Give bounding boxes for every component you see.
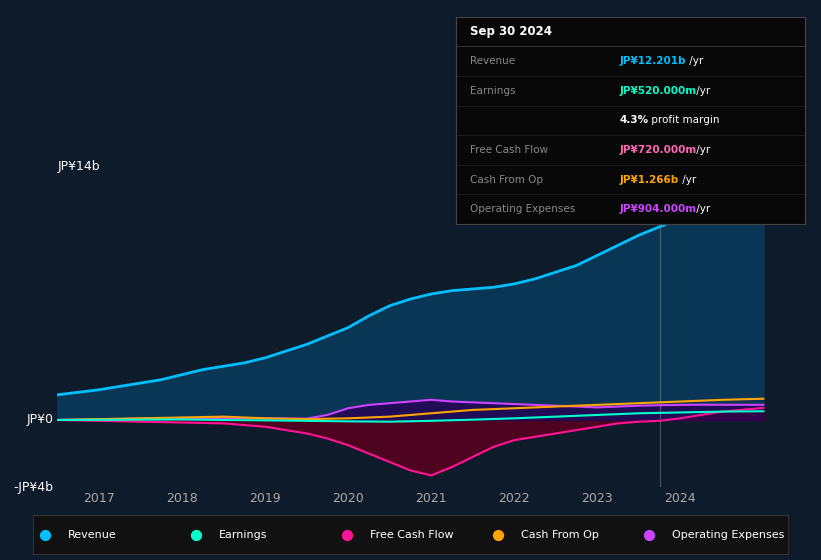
Text: Earnings: Earnings [218, 530, 267, 540]
Point [643, 530, 656, 539]
Text: Operating Expenses: Operating Expenses [672, 530, 784, 540]
Text: JP¥720.000m: JP¥720.000m [620, 145, 697, 155]
Text: JP¥12.201b: JP¥12.201b [620, 56, 686, 66]
Text: /yr: /yr [693, 86, 710, 96]
Text: -JP¥4b: -JP¥4b [14, 480, 54, 494]
Text: profit margin: profit margin [648, 115, 719, 125]
Text: JP¥1.266b: JP¥1.266b [620, 175, 679, 185]
Text: JP¥520.000m: JP¥520.000m [620, 86, 697, 96]
Text: /yr: /yr [693, 204, 710, 214]
Text: Operating Expenses: Operating Expenses [470, 204, 575, 214]
Text: Revenue: Revenue [470, 56, 515, 66]
Text: Sep 30 2024: Sep 30 2024 [470, 25, 552, 38]
Point [492, 530, 505, 539]
Text: JP¥904.000m: JP¥904.000m [620, 204, 697, 214]
Text: /yr: /yr [679, 175, 696, 185]
Point [190, 530, 203, 539]
Text: JP¥14b: JP¥14b [57, 160, 100, 172]
Text: Free Cash Flow: Free Cash Flow [369, 530, 453, 540]
Text: Cash From Op: Cash From Op [521, 530, 599, 540]
Point [341, 530, 354, 539]
Text: Earnings: Earnings [470, 86, 515, 96]
Text: JP¥0: JP¥0 [27, 413, 54, 427]
Text: Cash From Op: Cash From Op [470, 175, 543, 185]
Text: /yr: /yr [693, 145, 710, 155]
Text: /yr: /yr [686, 56, 704, 66]
Point [757, 211, 770, 220]
Text: Free Cash Flow: Free Cash Flow [470, 145, 548, 155]
Text: 4.3%: 4.3% [620, 115, 649, 125]
Point [39, 530, 52, 539]
Text: Revenue: Revenue [67, 530, 117, 540]
